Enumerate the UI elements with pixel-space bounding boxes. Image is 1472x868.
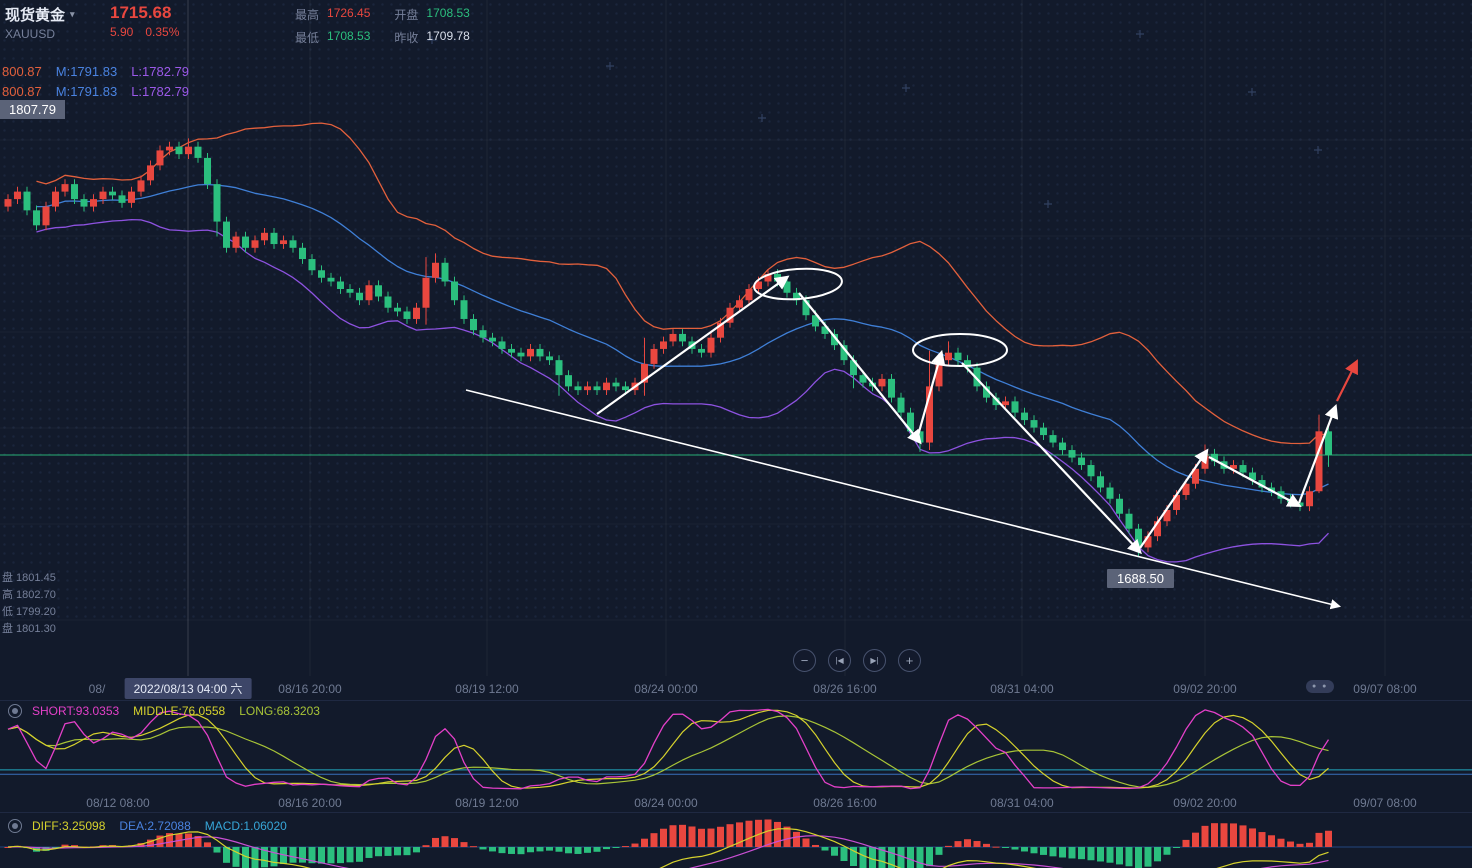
boll-row: 800.87 M:1791.83 L:1782.79 <box>2 84 189 99</box>
x-axis-label: 09/07 08:00 <box>1353 682 1417 696</box>
panel-separator <box>0 812 1472 813</box>
kdj-value: SHORT:93.0353 <box>32 704 120 718</box>
symbol-header: 现货黄金 ▾ XAUUSD 1715.68 5.90 0.35% 最高 1726.… <box>0 0 1472 60</box>
stat-value: 1709.78 <box>426 29 470 43</box>
x-axis-label: 08/24 00:00 <box>634 682 698 696</box>
stat-label: 最低 <box>295 31 320 45</box>
stat-label: 最高 <box>295 8 320 22</box>
indicator-visibility-icon[interactable] <box>8 819 22 833</box>
mini-ohlc-row: 盘 1801.45 <box>2 572 56 584</box>
boll-value: 800.87 <box>2 84 42 99</box>
x-axis-label: 08/19 12:00 <box>455 796 519 810</box>
change-percent: 0.35% <box>145 25 180 39</box>
stat-item: 昨收 1709.78 <box>394 29 469 46</box>
stat-item: 最高 1726.45 <box>295 6 370 23</box>
boll-value: 800.87 <box>2 64 42 79</box>
pan-indicator[interactable]: ● ● <box>1306 680 1335 693</box>
macd-value: DEA:2.72088 <box>119 819 191 833</box>
x-axis-label: 08/16 20:00 <box>278 796 342 810</box>
x-axis-label: 08/16 20:00 <box>278 682 342 696</box>
boll-row: 800.87 M:1791.83 L:1782.79 <box>2 64 189 79</box>
boll-value: L:1782.79 <box>131 64 190 79</box>
kdj-indicator-header: SHORT:93.0353 MIDDLE:76.0558 LONG:68.3203 <box>8 704 320 718</box>
x-axis-label: 09/02 20:00 <box>1173 682 1237 696</box>
mini-ohlc-readout: 盘 1801.45 高 1802.70 低 1799.20 盘 1801.30 <box>2 570 56 638</box>
x-axis-label: 08/ <box>88 682 106 696</box>
stat-value: 1708.53 <box>426 6 470 20</box>
stat-item: 最低 1708.53 <box>295 29 370 46</box>
x-axis-label: 08/19 12:00 <box>455 682 519 696</box>
boll-value: L:1782.79 <box>131 84 190 99</box>
price-change: 5.90 0.35% <box>110 25 179 39</box>
stat-item: 开盘 1708.53 <box>394 6 469 23</box>
time-axis-sub[interactable]: 08/12 08:00 08/16 20:00 08/19 12:00 08/24 0… <box>0 794 1472 810</box>
symbol-name: 现货黄金 <box>5 7 66 24</box>
x-axis-label: 08/26 16:00 <box>813 796 877 810</box>
zoom-in-button[interactable]: + <box>898 649 921 672</box>
boll-readout: 800.87 M:1791.83 L:1782.79 800.87 M:1791.83 L… <box>2 64 189 104</box>
mini-ohlc-row: 盘 1801.30 <box>2 623 56 635</box>
macd-indicator-header: DIFF:3.25098 DEA:2.72088 MACD:1.06020 <box>8 819 287 833</box>
change-value: 5.90 <box>110 25 134 39</box>
kdj-values: SHORT:93.0353 MIDDLE:76.0558 LONG:68.3203 <box>32 704 320 718</box>
go-start-button[interactable]: |◀ <box>828 649 851 672</box>
x-axis-label: 08/31 04:00 <box>990 682 1054 696</box>
ohlc-stats: 最高 1726.45 开盘 1708.53 最低 1708.53 昨收 1709.78 <box>295 6 470 46</box>
symbol-selector[interactable]: 现货黄金 ▾ <box>5 4 75 25</box>
zoom-out-button[interactable]: − <box>793 649 816 672</box>
panel-separator <box>0 700 1472 701</box>
x-axis-selected-label: 2022/08/13 04:00 六 <box>124 678 252 699</box>
boll-value: M:1791.83 <box>55 64 118 79</box>
macd-values: DIFF:3.25098 DEA:2.72088 MACD:1.06020 <box>32 819 287 833</box>
low-price-tag: 1688.50 <box>1107 569 1174 588</box>
x-axis-label: 08/12 08:00 <box>86 796 150 810</box>
mini-ohlc-row: 高 1802.70 <box>2 589 56 601</box>
stat-label: 开盘 <box>394 8 419 22</box>
mini-ohlc-row: 低 1799.20 <box>2 606 56 618</box>
kdj-value: LONG:68.3203 <box>239 704 320 718</box>
chart-nav-controls: − |◀ ▶| + <box>793 649 921 672</box>
macd-value: DIFF:3.25098 <box>32 819 106 833</box>
chevron-down-icon: ▾ <box>70 9 75 19</box>
stat-value: 1726.45 <box>327 6 371 20</box>
x-axis-label: 08/31 04:00 <box>990 796 1054 810</box>
kdj-value: MIDDLE:76.0558 <box>133 704 226 718</box>
time-axis-main[interactable]: 08/2022/08/13 04:00 六 08/16 20:00 08/19 12… <box>0 678 1472 700</box>
x-axis-label: 09/07 08:00 <box>1353 796 1417 810</box>
boll-value: M:1791.83 <box>55 84 118 99</box>
x-axis-label: 08/26 16:00 <box>813 682 877 696</box>
x-axis-label: 08/24 00:00 <box>634 796 698 810</box>
x-axis-label: 09/02 20:00 <box>1173 796 1237 810</box>
price-axis-tag: 1807.79 <box>0 100 65 119</box>
stat-label: 昨收 <box>394 31 419 45</box>
last-price: 1715.68 <box>110 3 172 22</box>
go-end-button[interactable]: ▶| <box>863 649 886 672</box>
macd-value: MACD:1.06020 <box>204 819 287 833</box>
indicator-visibility-icon[interactable] <box>8 704 22 718</box>
stat-value: 1708.53 <box>327 29 371 43</box>
symbol-code: XAUUSD <box>5 27 56 41</box>
